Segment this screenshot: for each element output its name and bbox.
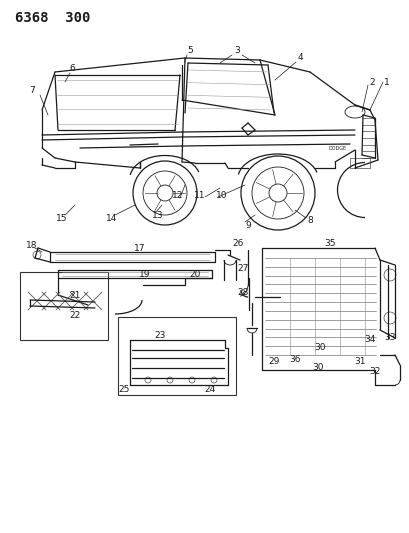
Text: 34: 34: [364, 335, 375, 344]
Text: 10: 10: [216, 190, 227, 199]
Text: 9: 9: [245, 221, 250, 230]
Text: 4: 4: [297, 52, 302, 61]
Text: 33: 33: [383, 334, 395, 343]
Text: 6: 6: [69, 63, 75, 72]
Text: 7: 7: [29, 85, 35, 94]
Text: DODGE: DODGE: [328, 146, 346, 150]
Text: 21: 21: [69, 290, 81, 300]
Text: 30: 30: [313, 343, 325, 352]
Text: 17: 17: [134, 244, 145, 253]
Text: 20: 20: [189, 270, 200, 279]
Text: 24: 24: [204, 385, 215, 394]
Bar: [20, 272, 108, 340]
Text: 35: 35: [324, 238, 335, 247]
Text: 18: 18: [26, 240, 38, 249]
Bar: [118, 317, 236, 395]
Text: 32: 32: [369, 367, 380, 376]
Text: 29: 29: [267, 358, 279, 367]
Text: 11: 11: [194, 190, 205, 199]
Text: 28: 28: [237, 287, 248, 296]
Text: 6368  300: 6368 300: [15, 11, 90, 25]
Text: 19: 19: [139, 270, 151, 279]
Text: 27: 27: [237, 263, 248, 272]
Text: 8: 8: [306, 215, 312, 224]
Text: 5: 5: [187, 45, 192, 54]
Text: 2: 2: [368, 77, 374, 86]
Text: 30: 30: [312, 364, 323, 373]
Text: 13: 13: [152, 211, 163, 220]
Text: 25: 25: [118, 385, 129, 394]
Text: 36: 36: [288, 356, 300, 365]
Text: 3: 3: [234, 45, 239, 54]
Text: 14: 14: [106, 214, 117, 222]
Text: 12: 12: [172, 190, 183, 199]
Text: 23: 23: [154, 330, 165, 340]
Text: 1: 1: [383, 77, 389, 86]
Text: 26: 26: [232, 238, 243, 247]
Text: 31: 31: [353, 358, 365, 367]
Text: 22: 22: [69, 311, 81, 319]
Bar: [349, 158, 369, 168]
Text: 15: 15: [56, 214, 67, 222]
